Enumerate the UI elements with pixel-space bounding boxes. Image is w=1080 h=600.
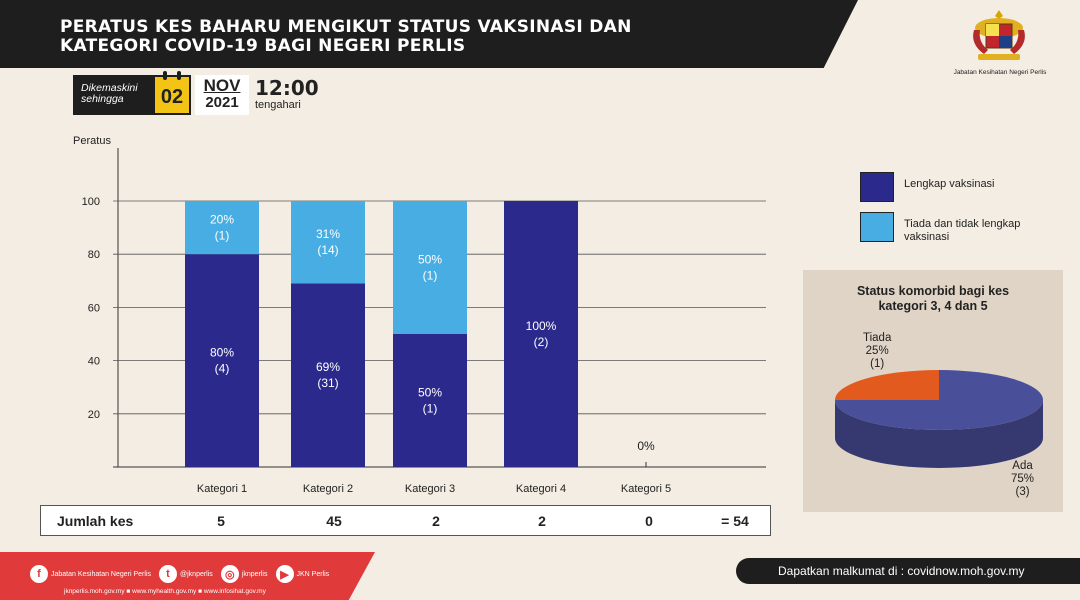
data-label: 50% xyxy=(418,386,442,400)
summary-value-2: 45 xyxy=(326,512,342,529)
legend-label-incomplete: Tiada dan tidak lengkap vaksinasi xyxy=(904,218,1021,243)
footer-social-bar: f Jabatan Kesihatan Negeri Perlis t @jkn… xyxy=(0,552,375,600)
social-link-facebook[interactable]: f Jabatan Kesihatan Negeri Perlis xyxy=(30,565,151,583)
update-year: 2021 xyxy=(205,94,239,111)
data-count-label: (4) xyxy=(215,362,230,376)
legend-swatch-complete xyxy=(860,172,894,202)
y-tick-label: 20 xyxy=(88,409,100,421)
pie-label-tiada: Tiada 25% (1) xyxy=(863,332,892,370)
x-tick-label: Kategori 2 xyxy=(303,483,353,495)
twitter-icon: t xyxy=(159,565,178,583)
footer-info-link[interactable]: Dapatkan malkumat di : covidnow.moh.gov.… xyxy=(736,558,1080,584)
y-tick-label: 80 xyxy=(88,249,100,261)
data-count-label: (2) xyxy=(534,335,549,349)
instagram-icon: ◎ xyxy=(220,565,239,583)
y-axis-label: Peratus xyxy=(73,135,111,147)
youtube-icon: ▶ xyxy=(275,565,294,583)
legend-item-incomplete: Tiada dan tidak lengkap vaksinasi xyxy=(860,212,1044,244)
title-line-2: KATEGORI COVID-19 BAGI NEGERI PERLIS xyxy=(60,36,466,56)
pie-side-wall xyxy=(835,400,1043,468)
x-tick-label: Kategori 5 xyxy=(621,483,671,495)
bar-segment xyxy=(291,283,365,467)
social-link-youtube[interactable]: ▶ JKN Perlis xyxy=(275,565,329,583)
y-tick-label: 60 xyxy=(88,302,100,314)
legend-label-complete: Lengkap vaksinasi xyxy=(904,178,995,190)
social-link-twitter[interactable]: t @jknperlis xyxy=(159,565,213,583)
bar-segment xyxy=(185,254,259,467)
data-label: 50% xyxy=(418,253,442,267)
data-count-label: (1) xyxy=(423,402,438,416)
summary-row: Jumlah kes 5 45 2 2 0 = 54 xyxy=(40,505,771,536)
agency-label: Jabatan Kesihatan Negeri Perlis xyxy=(953,69,1047,76)
coat-of-arms-icon xyxy=(973,10,1025,60)
update-info: Dikemaskini sehingga 02 NOV 2021 12:00 t… xyxy=(73,71,319,115)
pie-label-ada: Ada 75% (3) xyxy=(1011,460,1035,498)
y-tick-label: 100 xyxy=(82,196,100,208)
data-count-label: (1) xyxy=(215,229,230,243)
summary-total: = 54 xyxy=(721,512,749,529)
bar-segment xyxy=(291,201,365,284)
bar-segment xyxy=(393,334,467,467)
summary-value-4: 2 xyxy=(538,512,546,529)
update-time: 12:00 tengahari xyxy=(255,76,319,111)
title-line-1: PERATUS KES BAHARU MENGIKUT STATUS VAKSI… xyxy=(60,17,632,37)
data-count-label: (14) xyxy=(317,243,338,257)
footer-websites[interactable]: jknperlis.moh.gov.my ■ www.myhealth.gov.… xyxy=(64,588,266,595)
summary-value-1: 5 xyxy=(217,512,225,529)
page-title: PERATUS KES BAHARU MENGIKUT STATUS VAKSI… xyxy=(60,18,632,56)
bar-segment xyxy=(185,201,259,255)
x-tick-label: Kategori 1 xyxy=(197,483,247,495)
x-tick-label: Kategori 4 xyxy=(516,483,566,495)
data-label: 80% xyxy=(210,346,234,360)
pie-slice xyxy=(835,370,1043,430)
social-links: f Jabatan Kesihatan Negeri Perlis t @jkn… xyxy=(30,565,337,583)
bar-segment xyxy=(393,201,467,334)
social-link-instagram[interactable]: ◎ jknperlis xyxy=(220,565,268,583)
facebook-icon: f xyxy=(30,565,48,583)
x-tick-label: Kategori 3 xyxy=(405,483,455,495)
data-count-label: (31) xyxy=(317,376,338,390)
data-label: 100% xyxy=(526,319,557,333)
data-label: 31% xyxy=(316,227,340,241)
data-count-label: (1) xyxy=(423,269,438,283)
pie-slice xyxy=(835,370,939,400)
update-month: NOV xyxy=(203,76,241,95)
title-banner xyxy=(0,0,858,68)
update-label: Dikemaskini sehingga xyxy=(73,75,153,115)
calendar-icon: 02 xyxy=(153,71,191,115)
summary-value-3: 2 xyxy=(432,512,440,529)
data-label: 69% xyxy=(316,360,340,374)
data-label: 20% xyxy=(210,213,234,227)
annotation-label: 0% xyxy=(637,439,655,453)
pie-chart xyxy=(835,370,1043,468)
summary-value-5: 0 xyxy=(645,512,653,529)
update-month-year: NOV 2021 xyxy=(195,75,249,115)
legend-swatch-incomplete xyxy=(860,212,894,242)
bar-segment xyxy=(504,201,578,467)
update-day: 02 xyxy=(160,86,184,108)
legend-item-complete: Lengkap vaksinasi xyxy=(860,172,1044,202)
pie-title: Status komorbid bagi kes kategori 3, 4 d… xyxy=(856,284,1010,313)
summary-label: Jumlah kes xyxy=(57,512,134,529)
y-tick-label: 40 xyxy=(88,356,100,368)
